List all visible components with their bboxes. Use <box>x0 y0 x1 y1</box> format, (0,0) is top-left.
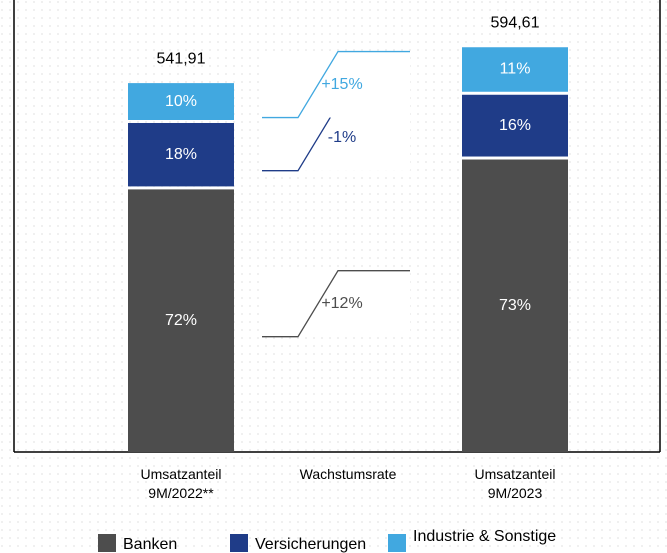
legend-label: Versicherungen <box>255 536 366 553</box>
growth-label: +15% <box>321 76 362 93</box>
growth-label: -1% <box>328 129 356 146</box>
bar-segment <box>462 159 568 452</box>
x-tick-label: Umsatzanteil 9M/2023 <box>474 466 556 501</box>
bar-segment <box>128 189 234 452</box>
segment-label: 10% <box>165 93 197 110</box>
legend-swatch <box>230 534 248 552</box>
total-label: 594,61 <box>491 14 540 31</box>
segment-label: 18% <box>165 146 197 163</box>
segment-label: 11% <box>500 61 531 78</box>
growth-box <box>262 51 410 118</box>
bar-segment <box>462 94 568 157</box>
growth-label: +12% <box>321 295 362 312</box>
segment-label: 16% <box>499 117 531 134</box>
legend-swatch <box>98 534 116 552</box>
legend-label: Banken <box>123 536 177 553</box>
bar-segment <box>128 122 234 187</box>
segment-label: 72% <box>165 312 197 329</box>
growth-title: Wachstumsrate <box>299 466 397 482</box>
growth-bracket <box>262 270 410 338</box>
x-tick-label: Umsatzanteil 9M/2022** <box>140 466 222 501</box>
legend-label: Industrie & Sonstige <box>413 528 556 545</box>
bar-segment <box>128 83 234 120</box>
bar-segment <box>462 47 568 92</box>
growth-bracket <box>262 50 410 119</box>
growth-box <box>262 270 410 337</box>
total-label: 541,91 <box>157 50 206 67</box>
segment-label: 73% <box>499 297 531 314</box>
legend-swatch <box>388 534 406 552</box>
